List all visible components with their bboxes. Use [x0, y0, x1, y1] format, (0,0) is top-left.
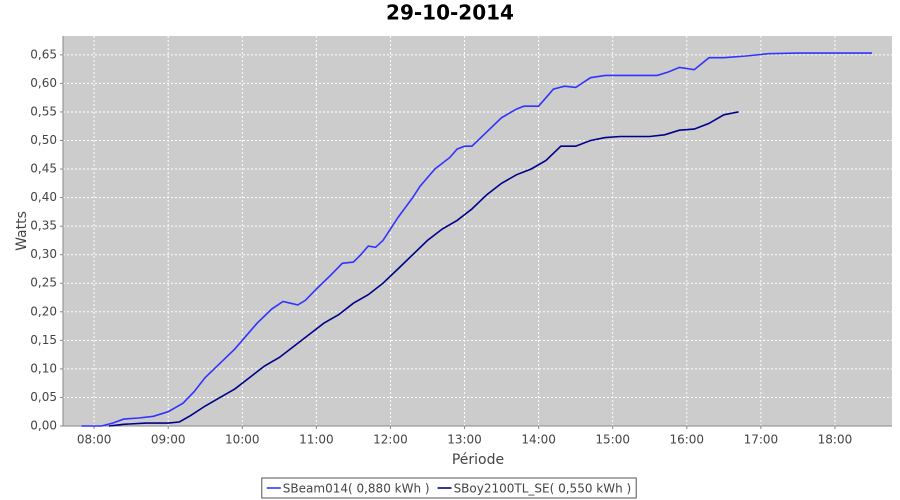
y-tick-label: 0,10: [30, 361, 57, 375]
chart-title: 29-10-2014: [386, 1, 514, 25]
y-tick-label: 0,50: [30, 133, 57, 147]
x-tick-label: 10:00: [225, 433, 260, 447]
legend-label: SBeam014( 0,880 kWh ): [283, 482, 430, 496]
y-tick-label: 0,30: [30, 247, 57, 261]
x-tick-label: 17:00: [744, 433, 779, 447]
y-tick-label: 0,40: [30, 190, 57, 204]
x-axis-label: Période: [452, 452, 504, 468]
y-tick-label: 0,45: [30, 162, 57, 176]
y-tick-label: 0,25: [30, 276, 57, 290]
y-tick-label: 0,15: [30, 333, 57, 347]
plot-area: [63, 36, 892, 426]
x-tick-label: 18:00: [818, 433, 853, 447]
x-tick-label: 08:00: [77, 433, 112, 447]
x-tick-label: 15:00: [595, 433, 630, 447]
series-line: [81, 52, 872, 427]
x-tick-label: 13:00: [447, 433, 482, 447]
y-tick-label: 0,55: [30, 104, 57, 118]
y-tick-label: 0,65: [30, 47, 57, 61]
x-tick-label: 14:00: [521, 433, 556, 447]
legend: SBeam014( 0,880 kWh ) SBoy2100TL_SE( 0,55…: [261, 477, 637, 499]
y-tick-label: 0,05: [30, 390, 57, 404]
x-tick-label: 11:00: [299, 433, 334, 447]
y-tick-label: 0,00: [30, 419, 57, 433]
series-line: [108, 111, 739, 427]
y-tick-label: 0,35: [30, 219, 57, 233]
y-tick-label: 0,60: [30, 76, 57, 90]
x-tick-label: 12:00: [373, 433, 408, 447]
legend-label: SBoy2100TL_SE( 0,550 kWh ): [454, 482, 632, 496]
y-tick-label: 0,20: [30, 304, 57, 318]
x-tick-label: 09:00: [151, 433, 186, 447]
x-tick-label: 16:00: [669, 433, 704, 447]
y-axis-label: Watts: [14, 211, 30, 251]
